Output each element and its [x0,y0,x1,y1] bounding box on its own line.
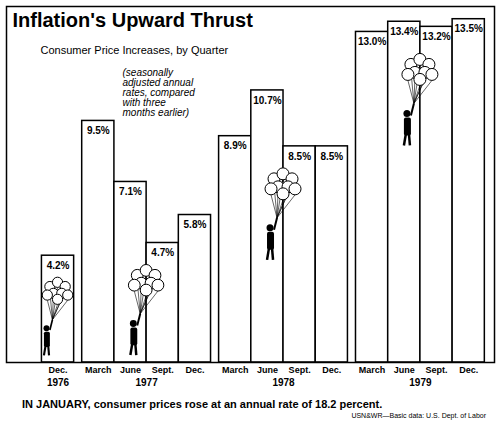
svg-text:Consumer Price Increases, by Q: Consumer Price Increases, by Quarter [41,44,229,56]
svg-text:13.5%: 13.5% [455,23,483,34]
svg-text:1977: 1977 [135,377,158,388]
svg-text:1976: 1976 [47,377,70,388]
svg-text:Sept.: Sept. [289,365,311,375]
svg-text:5.8%: 5.8% [184,219,207,230]
html-text:IN JANUARY, consumer prices ro: IN JANUARY, consumer prices rose at an a… [22,398,383,410]
svg-text:8.9%: 8.9% [224,140,247,151]
svg-text:Dec.: Dec. [459,365,478,375]
svg-text:10.7%: 10.7% [253,95,281,106]
html-text:USN&WR—Basic data: U.S. Dept.: USN&WR—Basic data: U.S. Dept. of Labor [351,412,486,419]
svg-text:4.7%: 4.7% [151,247,174,258]
svg-text:Sept.: Sept. [152,365,174,375]
svg-text:Dec.: Dec. [322,365,341,375]
svg-text:9.5%: 9.5% [87,125,110,136]
svg-text:8.5%: 8.5% [288,151,311,162]
svg-text:Sept.: Sept. [426,365,448,375]
svg-text:13.4%: 13.4% [390,26,418,37]
svg-text:June: June [394,365,415,375]
svg-text:June: June [257,365,278,375]
svg-text:4.2%: 4.2% [47,260,70,271]
svg-text:Dec.: Dec. [49,365,68,375]
svg-text:Dec.: Dec. [185,365,204,375]
svg-text:13.2%: 13.2% [422,31,450,42]
svg-text:8.5%: 8.5% [320,151,343,162]
svg-text:June: June [120,365,141,375]
svg-text:Inflation's Upward Thrust: Inflation's Upward Thrust [13,9,254,31]
svg-text:7.1%: 7.1% [119,186,142,197]
svg-text:(seasonallyadjusted annualrate: (seasonallyadjusted annualrates, compare… [123,67,196,118]
svg-text:March: March [359,365,386,375]
svg-text:March: March [222,365,249,375]
svg-text:March: March [85,365,112,375]
svg-text:1978: 1978 [272,377,295,388]
svg-text:1979: 1979 [409,377,432,388]
svg-text:13.0%: 13.0% [358,36,386,47]
